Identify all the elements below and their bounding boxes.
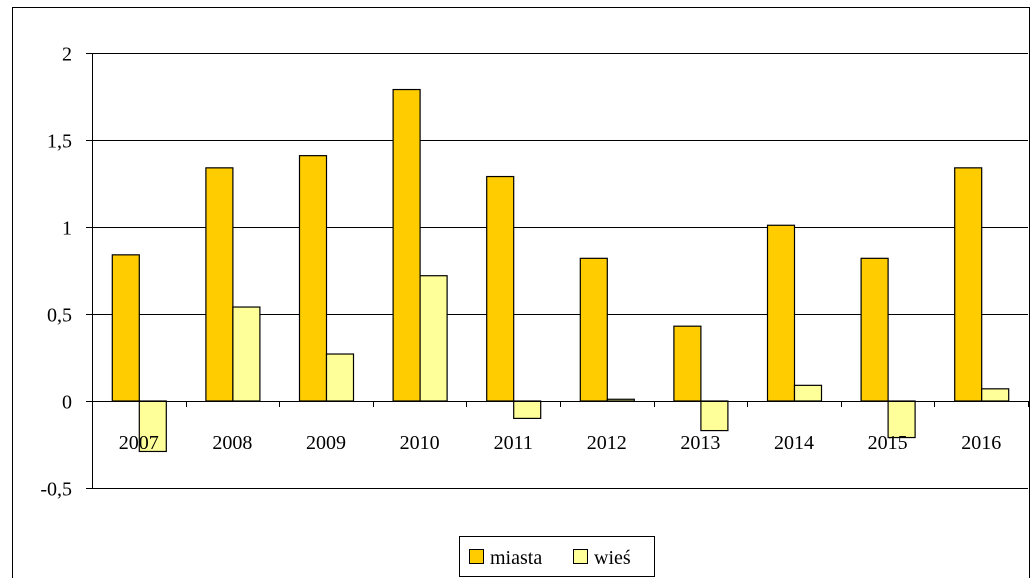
bar-miasta-2011 bbox=[486, 175, 515, 402]
bar-wieś-2014 bbox=[793, 384, 823, 402]
bar-miasta-2010 bbox=[392, 88, 421, 402]
bar-wieś-2009 bbox=[325, 353, 355, 402]
bar-wieś-2016 bbox=[981, 388, 1010, 402]
x-tick-label: 2008 bbox=[212, 432, 252, 454]
bar-miasta-2016 bbox=[954, 167, 983, 402]
legend-swatch bbox=[469, 549, 484, 564]
bar-miasta-2012 bbox=[579, 257, 608, 402]
bar-wieś-2011 bbox=[513, 400, 542, 419]
x-tick-label: 2016 bbox=[961, 432, 1001, 454]
x-tick-label: 2009 bbox=[306, 432, 346, 454]
bar-miasta-2014 bbox=[766, 224, 796, 402]
y-axis-ticks: 2 1,5 1 0,5 0 -0,5 bbox=[40, 44, 92, 501]
x-axis-labels: 2007 2008 2009 2010 2011 2012 2013 2014 2015 2016 bbox=[119, 432, 1001, 454]
bar-miasta-2015 bbox=[860, 257, 889, 402]
bar-miasta-2008 bbox=[205, 167, 234, 402]
y-tick-label: 1,5 bbox=[47, 131, 72, 153]
x-tick-label: 2015 bbox=[868, 432, 908, 454]
bar-miasta-2007 bbox=[111, 254, 140, 402]
y-tick-label: 1 bbox=[62, 218, 72, 240]
bar-wieś-2010 bbox=[419, 275, 448, 402]
bar-wieś-2012 bbox=[606, 398, 635, 402]
x-tick-label: 2011 bbox=[494, 432, 533, 454]
bars bbox=[111, 88, 1010, 453]
legend-box bbox=[459, 536, 655, 577]
bar-wieś-2013 bbox=[700, 400, 729, 432]
x-tick-label: 2012 bbox=[587, 432, 627, 454]
y-tick-label: 0,5 bbox=[47, 305, 72, 327]
x-tick-label: 2007 bbox=[119, 432, 159, 454]
bar-wieś-2008 bbox=[232, 306, 261, 402]
x-tick-label: 2014 bbox=[774, 432, 814, 454]
chart-border bbox=[12, 7, 1030, 583]
legend-label: wieś bbox=[594, 547, 631, 569]
y-tick-label: 2 bbox=[62, 44, 72, 66]
legend-label: miasta bbox=[490, 547, 542, 569]
bar-miasta-2013 bbox=[673, 325, 702, 402]
y-tick-label: 0 bbox=[62, 392, 72, 414]
axes bbox=[92, 53, 1029, 488]
legend: miasta wieś bbox=[459, 536, 655, 577]
y-tick-label: -0,5 bbox=[40, 479, 72, 501]
legend-swatch bbox=[573, 549, 588, 564]
gridlines bbox=[92, 53, 1028, 489]
bar-miasta-2009 bbox=[298, 155, 328, 402]
x-tick-label: 2010 bbox=[400, 432, 440, 454]
x-tick-label: 2013 bbox=[680, 432, 720, 454]
